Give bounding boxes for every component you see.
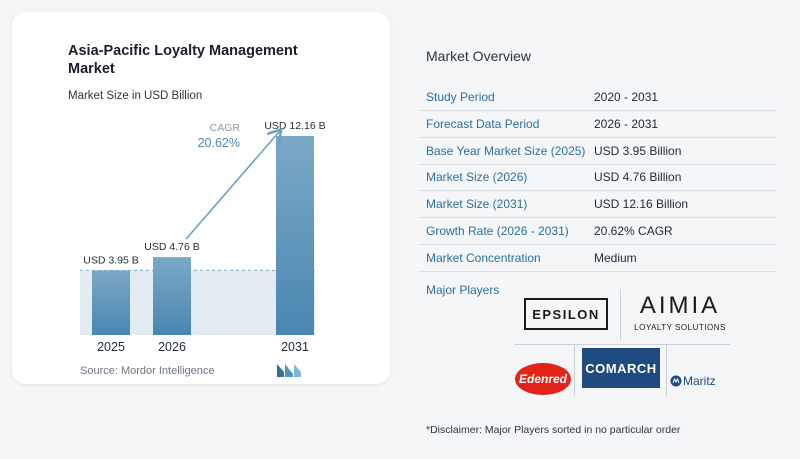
mordor-logo-icon [277,364,301,377]
comarch-logo: COMARCH [582,348,660,388]
overview-row: Market Size (2026) USD 4.76 Billion [418,164,776,192]
players-divider [574,344,575,396]
major-players-label: Major Players [426,283,500,297]
overview-row-label: Base Year Market Size (2025) [426,143,586,158]
bar-value-label: USD 12.16 B [264,120,325,132]
overview-row-label: Market Size (2031) [426,197,528,212]
overview-row-label: Market Size (2026) [426,170,528,185]
overview-row-value: 20.62% CAGR [594,224,673,238]
overview-row-value: USD 4.76 Billion [594,170,682,185]
x-tick-label: 2031 [281,340,309,354]
cagr-arrow [185,132,279,240]
bar-chart: USD 3.95 B 2025 USD 4.76 B 2026 USD 12.16 B 2… [80,120,326,354]
overview-row-value: Medium [594,250,637,265]
overview-row-label: Market Concentration [426,250,541,265]
players-divider [514,344,730,345]
overview-row-label: Study Period [426,90,495,104]
maritz-logo-icon [670,375,682,387]
overview-row-value: 2020 - 2031 [594,90,659,104]
cagr-value: 20.62% [198,136,240,150]
edenred-logo-icon [515,363,571,395]
players-divider [620,290,621,340]
overview-row: Forecast Data Period 2026 - 2031 [418,111,776,138]
bar [153,257,191,335]
aimia-logo-subtitle: LOYALTY SOLUTIONS [634,322,726,332]
overview-row: Market Size (2031) USD 12.16 Billion [418,191,776,219]
overview-row: Market Concentration Medium [418,245,776,272]
source-text: Source: Mordor Intelligence [80,365,215,377]
aimia-logo: AIMIA [639,292,721,319]
overview-row-label: Growth Rate (2026 - 2031) [426,224,569,238]
chart-subtitle: Market Size in USD Billion [68,90,203,102]
bar [276,136,314,335]
maritz-logo: Maritz [683,374,716,388]
overview-title: Market Overview [426,48,532,64]
edenred-logo: Edenred [518,372,567,386]
epsilon-logo: EPSILON [524,298,608,330]
bar-value-label: USD 4.76 B [144,241,199,253]
chart-title: Asia-Pacific Loyalty Management Market [68,43,298,77]
overview-row: Growth Rate (2026 - 2031) 20.62% CAGR [418,218,776,245]
bar [92,270,130,335]
cagr-label: CAGR [210,122,241,134]
bar-value-label: USD 3.95 B [83,254,138,266]
x-tick-label: 2026 [158,340,186,354]
players-divider [666,344,667,396]
x-tick-label: 2025 [97,340,125,354]
overview-row-label: Forecast Data Period [426,116,540,131]
overview-row: Base Year Market Size (2025) USD 3.95 Bil… [418,138,776,165]
disclaimer-text: *Disclaimer: Major Players sorted in no … [426,424,681,436]
overview-row: Study Period 2020 - 2031 [418,84,776,111]
overview-row-value: 2026 - 2031 [594,116,659,131]
overview-row-value: USD 12.16 Billion [594,197,689,212]
overview-row-value: USD 3.95 Billion [594,143,682,158]
